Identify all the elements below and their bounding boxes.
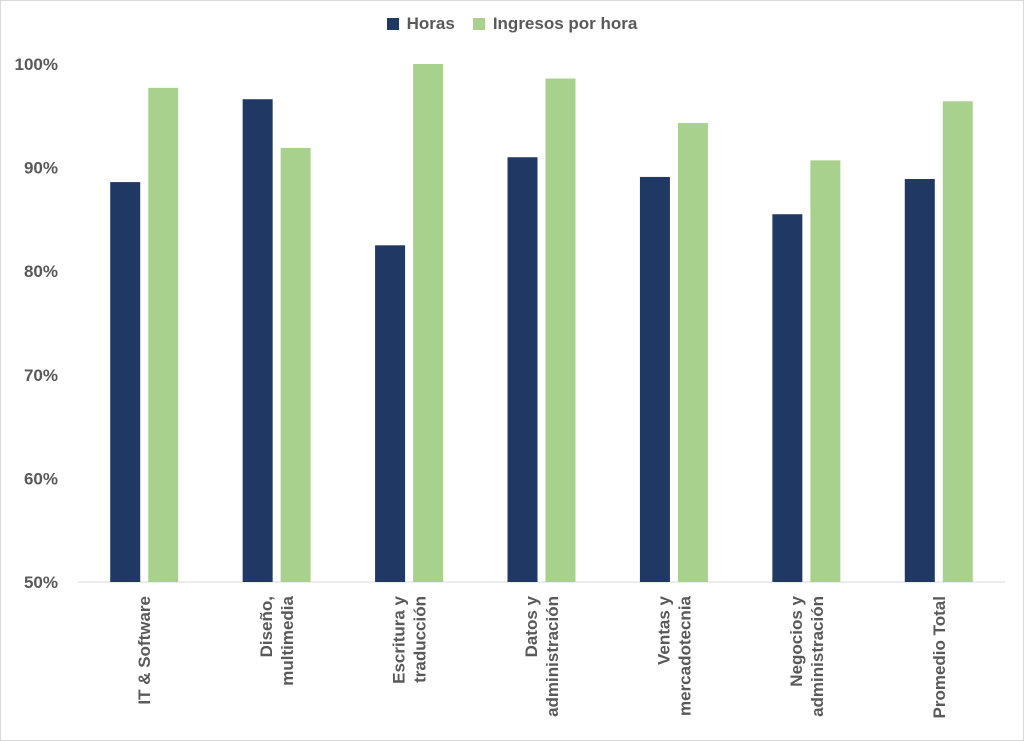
legend-swatch-ingresos (472, 18, 485, 30)
legend-label-horas: Horas (406, 14, 455, 33)
y-tick-label: 60% (24, 469, 58, 488)
y-tick-label: 70% (24, 366, 58, 385)
legend-swatch-horas (386, 18, 399, 30)
y-tick-label: 90% (24, 159, 58, 178)
legend: Horas Ingresos por hora (0, 14, 1024, 34)
bar-ingresos (677, 123, 708, 582)
x-tick-label-line: IT & Software (135, 596, 154, 705)
x-tick-label-line: multimedia (278, 595, 297, 685)
x-tick-label: IT & Software (135, 596, 154, 705)
legend-item-ingresos: Ingresos por hora (472, 14, 638, 34)
bar-horas (772, 214, 803, 582)
bar-horas (110, 182, 141, 582)
bar-horas (639, 176, 670, 582)
x-tick-label: Negocios y administración (787, 595, 827, 716)
bar-horas (904, 178, 935, 582)
legend-item-horas: Horas (386, 14, 455, 34)
x-tick-label-line: Escritura y (390, 595, 409, 683)
x-tick-label-line: Datos y (522, 595, 541, 657)
bar-ingresos (545, 78, 576, 582)
x-tick-label-line: administración (543, 596, 562, 717)
y-tick-label: 80% (24, 262, 58, 281)
x-tick-label-line: administración (808, 596, 827, 717)
x-tick-label: Ventas y mercadotecnia (654, 595, 694, 716)
y-tick-label: 50% (24, 573, 58, 592)
bar-horas (507, 157, 538, 583)
x-tick-label: Promedio Total (930, 596, 949, 718)
bar-ingresos (148, 87, 179, 582)
bar-ingresos (810, 160, 841, 582)
x-tick-label-line: Diseño, (257, 596, 276, 657)
x-tick-label: Escritura y traducción (390, 595, 430, 683)
y-tick-label: 100% (15, 55, 58, 74)
bar-ingresos (280, 147, 311, 582)
bar-ingresos (413, 64, 444, 582)
bar-horas (375, 245, 406, 583)
bar-ingresos (942, 101, 973, 583)
bar-horas (242, 99, 273, 582)
legend-label-ingresos: Ingresos por hora (492, 14, 638, 33)
x-tick-label-line: Negocios y (787, 595, 806, 686)
x-tick-label-line: traducción (411, 596, 430, 683)
x-tick-label-line: Promedio Total (930, 596, 949, 718)
x-tick-label-line: mercadotecnia (675, 595, 694, 716)
x-tick-label: Datos y administración (522, 595, 562, 716)
x-tick-label-line: Ventas y (654, 595, 673, 665)
x-tick-label: Diseño, multimedia (257, 595, 297, 685)
